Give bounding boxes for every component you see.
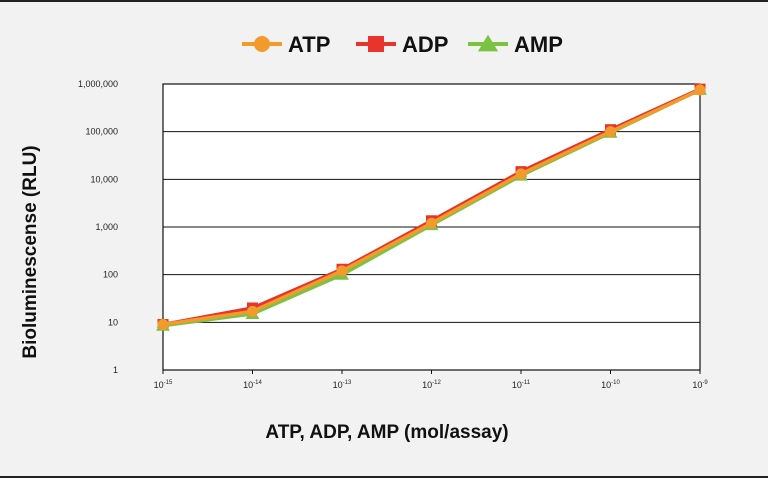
y-axis-title: Bioluminescense (RLU) [20,145,41,358]
atp-data-point [515,168,527,180]
atp-data-point [157,319,169,331]
atp-data-point [336,265,348,277]
atp-data-point [605,126,616,138]
x-tick-label: 10-15 [154,380,173,390]
legend-marker-amp [477,34,499,52]
atp-data-point [426,217,437,229]
legend-label-amp: AMP [514,32,563,57]
legend-label-atp: ATP [288,32,330,57]
legend: ATP ADP AMP [242,32,563,57]
x-axis-title: ATP, ADP, AMP (mol/assay) [265,422,508,443]
y-tick-label: 1,000,000 [78,79,118,89]
legend-marker-adp [368,36,384,52]
y-tick-label: 10,000 [90,174,118,184]
x-tick-label: 10-14 [243,380,262,390]
x-axis-ticks: 10-15 10-14 10-13 10-12 10-11 10-10 10-9 [154,370,708,390]
atp-data-point [694,84,706,96]
legend-label-adp: ADP [402,32,448,57]
atp-data-point [247,305,258,317]
x-tick-label: 10-12 [422,380,441,390]
x-tick-label: 10-11 [512,380,531,390]
legend-marker-atp [254,36,270,52]
y-tick-label: 100,000 [85,127,118,137]
y-tick-label: 10 [108,317,118,327]
series-group [156,83,707,331]
y-axis-ticks: 1 10 100 1,000 10,000 100,000 1,000,000 [78,79,118,375]
y-tick-label: 1 [113,365,118,375]
x-tick-label: 10-13 [333,380,352,390]
x-tick-label: 10-9 [692,380,708,390]
y-tick-label: 100 [103,270,118,280]
y-tick-label: 1,000 [95,222,118,232]
x-tick-label: 10-10 [601,380,620,390]
